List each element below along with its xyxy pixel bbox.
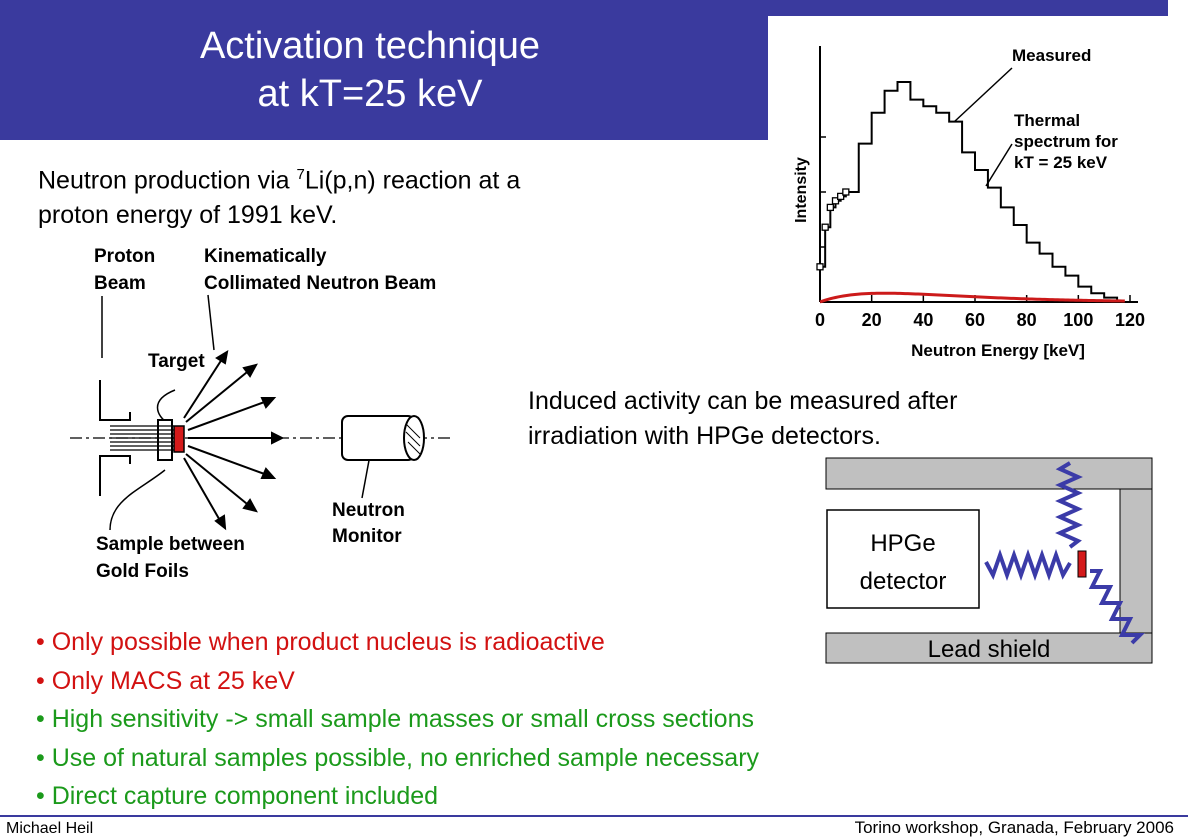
chart-x-tick-label: 80: [1017, 310, 1037, 330]
lead-shield-side: [1119, 488, 1153, 634]
bullet-item: • Only possible when product nucleus is …: [36, 628, 605, 656]
gamma-rays: [984, 461, 1145, 645]
bullet-list: • Only possible when product nucleus is …: [36, 623, 759, 816]
lead-shield-top: [825, 457, 1153, 490]
title-line-1: Activation technique: [199, 25, 541, 67]
induced-line-2: irradiation with HPGe detectors.: [528, 422, 881, 450]
measured-point: [837, 192, 845, 201]
target-sample: [173, 425, 185, 453]
intro-before-sup: Neutron production via: [38, 166, 297, 195]
label-proton-beam: Proton Beam: [94, 246, 155, 294]
intro-superscript: 7: [296, 166, 305, 183]
chart-x-tick-label: 100: [1063, 310, 1093, 330]
chart-y-axis-label: Intensity: [793, 157, 810, 223]
label-sample: Sample between Gold Foils: [96, 534, 245, 582]
measured-point: [826, 203, 834, 212]
legend-measured-pointer: [953, 67, 1013, 123]
spectrum-chart: 0 20 40 60 80 100 120 Measured Thermal spectru…: [768, 16, 1168, 376]
slide-title: Activation technique at kT=25 keV: [110, 22, 630, 118]
chart-x-tick-label: 60: [965, 310, 985, 330]
hpge-diagram: Lead shield HPGe detector: [825, 457, 1153, 664]
thermal-series: [819, 291, 1125, 304]
hpge-detector-box: [826, 509, 980, 609]
chart-x-tick-label: 40: [913, 310, 933, 330]
measured-point: [831, 197, 840, 205]
lead-shield-label: Lead shield: [928, 636, 1051, 663]
hpge-detector-label: HPGe detector: [860, 530, 947, 595]
intro-after-sup: Li(p,n) reaction at a: [304, 166, 521, 195]
legend-thermal-pointer: [985, 143, 1013, 187]
induced-line-1: Induced activity can be measured after: [528, 387, 958, 415]
footer-author: Michael Heil: [6, 820, 94, 837]
measured-point: [842, 188, 850, 196]
label-kinematic-beam: Kinematically Collimated Neutron Beam: [204, 246, 436, 294]
chart-x-tick-label: 0: [815, 310, 825, 330]
intro-text: Neutron production via 7Li(p,n) reaction…: [38, 157, 738, 233]
title-line-2: at kT=25 keV: [257, 73, 483, 115]
measured-point: [816, 263, 824, 271]
induced-activity-text: Induced activity can be measured after i…: [528, 384, 1128, 454]
lead-shield-bottom: [825, 632, 1153, 664]
bullet-item: • Only MACS at 25 keV: [36, 666, 295, 695]
label-neutron-monitor: Neutron Monitor: [332, 500, 405, 547]
footer-event: Torino workshop, Granada, February 2006: [854, 818, 1174, 837]
bullet-item: • Direct capture component included: [36, 782, 439, 810]
legend-thermal: Thermal spectrum for kT = 25 keV: [1014, 111, 1123, 172]
chart-x-tick-label: 20: [862, 310, 882, 330]
intro-line-2: proton energy of 1991 keV.: [38, 201, 338, 230]
legend-measured: Measured: [1012, 46, 1091, 65]
spectrum-chart-svg: 0 20 40 60 80 100 120 Measured Thermal spectru…: [793, 46, 1145, 360]
bullet-item: • Use of natural samples possible, no en…: [36, 743, 760, 772]
measured-point: [821, 223, 829, 231]
label-target: Target: [148, 351, 205, 372]
chart-x-tick-label: 120: [1115, 310, 1145, 330]
footer-line: [0, 815, 1188, 817]
setup-diagram: Proton Beam Kinematically Collimated Neutr…: [70, 246, 450, 582]
bullet-item: • High sensitivity -> small sample masse…: [36, 705, 754, 733]
chart-x-axis-label: Neutron Energy [keV]: [911, 341, 1085, 360]
hpge-sample: [1077, 550, 1087, 578]
